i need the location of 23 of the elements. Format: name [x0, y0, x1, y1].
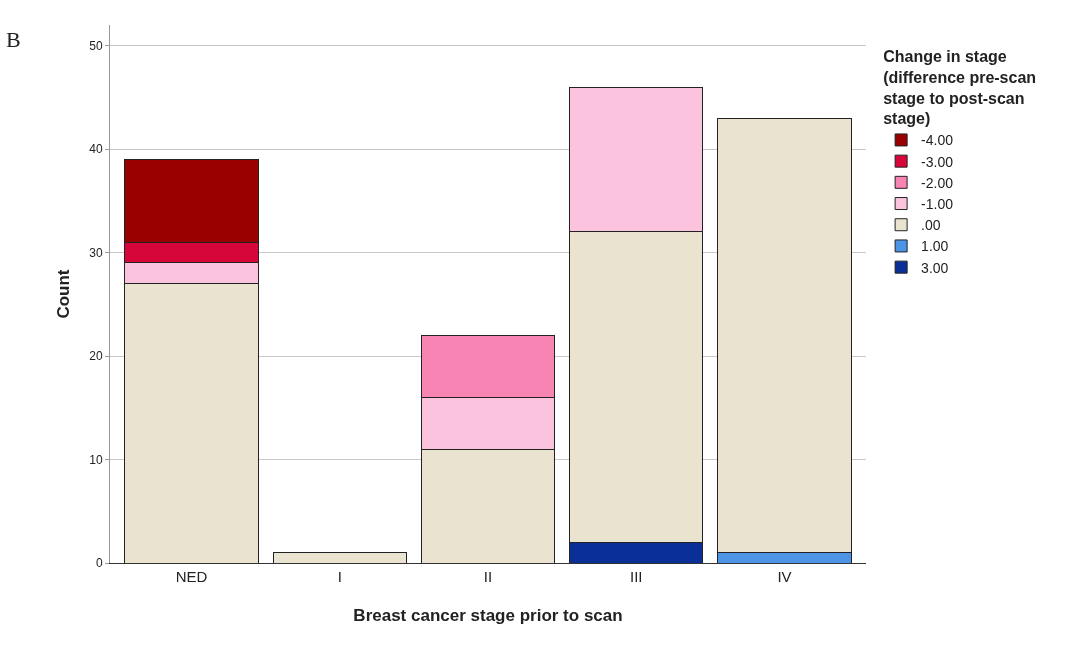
y-tick-label: 0 — [95, 556, 103, 571]
legend-label: 1.00 — [921, 238, 949, 255]
y-tick-label: 30 — [89, 245, 103, 260]
text: B — [6, 27, 21, 52]
y-tick-label: 50 — [89, 38, 103, 53]
y-axis-title: Count — [53, 269, 73, 319]
legend-label: -4.00 — [921, 132, 954, 149]
y-tick-label: 10 — [89, 452, 103, 467]
legend-label: 3.00 — [921, 259, 949, 276]
x-tick-label: II — [483, 568, 493, 585]
legend-label: -2.00 — [921, 174, 954, 191]
x-axis-title: Breast cancer stage prior to scan — [353, 606, 623, 626]
x-tick-label: I — [337, 568, 342, 585]
x-tick-label: IV — [777, 568, 792, 585]
legend-title: Change in stage (difference pre-scan stage to post-scan stage) — [883, 47, 1037, 128]
y-tick-label: 20 — [89, 349, 103, 364]
legend-label: -3.00 — [921, 153, 954, 170]
legend-label: -1.00 — [921, 196, 954, 212]
x-tick-label: III — [629, 568, 643, 585]
legend-label: .00 — [921, 217, 941, 234]
x-tick-label: NED — [175, 568, 208, 585]
y-tick-label: 40 — [89, 142, 103, 157]
bar — [272, 552, 407, 563]
